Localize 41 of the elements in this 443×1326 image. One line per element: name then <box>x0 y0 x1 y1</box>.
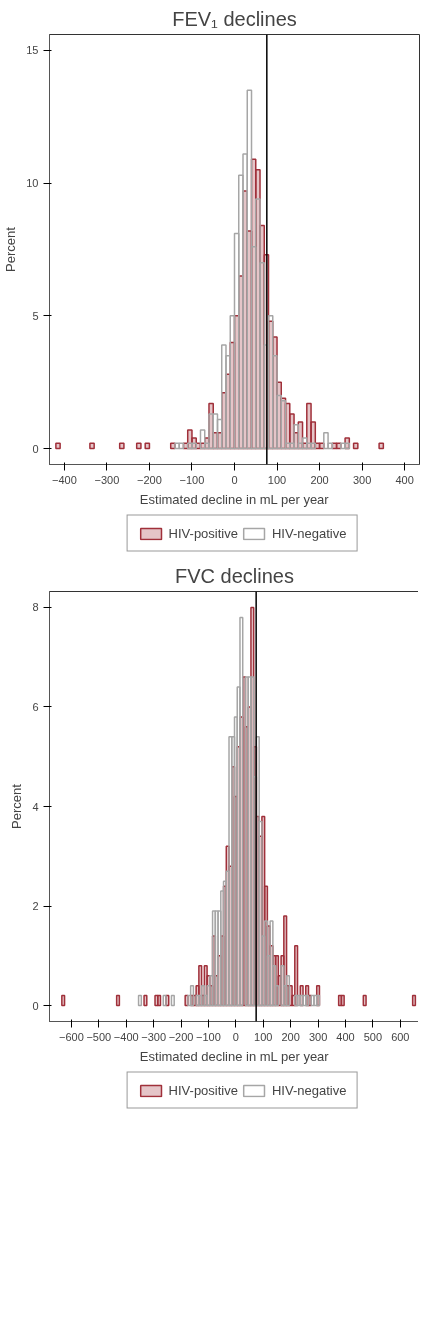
x-tick-label: 300 <box>308 1030 328 1043</box>
x-tick-label: 400 <box>336 1030 355 1043</box>
y-tick-label: 5 <box>32 309 39 322</box>
chart-title: FVC declines <box>175 564 294 587</box>
x-tick-label: −400 <box>113 1030 139 1043</box>
legend-label: HIV-negative <box>271 1082 347 1098</box>
legend-label: HIV-positive <box>168 525 238 541</box>
x-tick-label: −100 <box>179 473 205 486</box>
y-axis-title: Percent <box>9 783 25 829</box>
x-tick-label: −300 <box>141 1030 167 1043</box>
x-tick-label: 200 <box>281 1030 300 1043</box>
x-tick-label: 600 <box>391 1030 410 1043</box>
x-tick-label: 200 <box>310 473 329 486</box>
x-tick-label: −300 <box>94 473 120 486</box>
y-tick-label: 15 <box>26 44 39 57</box>
x-axis-title: Estimated decline in mL per year <box>139 491 330 507</box>
chart-title: FEV₁ declines <box>172 7 297 30</box>
x-tick-label: 400 <box>395 473 414 486</box>
y-tick-label: 4 <box>32 800 39 813</box>
x-tick-label: −600 <box>59 1030 84 1043</box>
legend-label: HIV-positive <box>168 1082 238 1098</box>
x-tick-label: −500 <box>86 1030 112 1043</box>
x-tick-label: 500 <box>363 1030 383 1043</box>
x-tick-label: −200 <box>137 473 162 486</box>
x-tick-label: 0 <box>231 473 238 486</box>
y-tick-label: 10 <box>26 177 39 190</box>
y-tick-label: 2 <box>32 900 39 913</box>
x-tick-label: 0 <box>232 1030 239 1043</box>
x-tick-label: −100 <box>196 1030 221 1043</box>
x-tick-label: −400 <box>52 473 77 486</box>
y-tick-label: 6 <box>32 700 39 713</box>
y-tick-label: 0 <box>32 442 39 455</box>
x-tick-label: −200 <box>168 1030 194 1043</box>
y-tick-label: 0 <box>32 999 39 1012</box>
x-tick-label: 100 <box>267 473 287 486</box>
x-axis-title: Estimated decline in mL per year <box>139 1048 330 1064</box>
x-tick-label: 300 <box>352 473 372 486</box>
legend-label: HIV-negative <box>271 525 347 541</box>
y-axis-title: Percent <box>3 226 19 272</box>
y-tick-label: 8 <box>32 601 39 614</box>
x-tick-label: 100 <box>254 1030 273 1043</box>
